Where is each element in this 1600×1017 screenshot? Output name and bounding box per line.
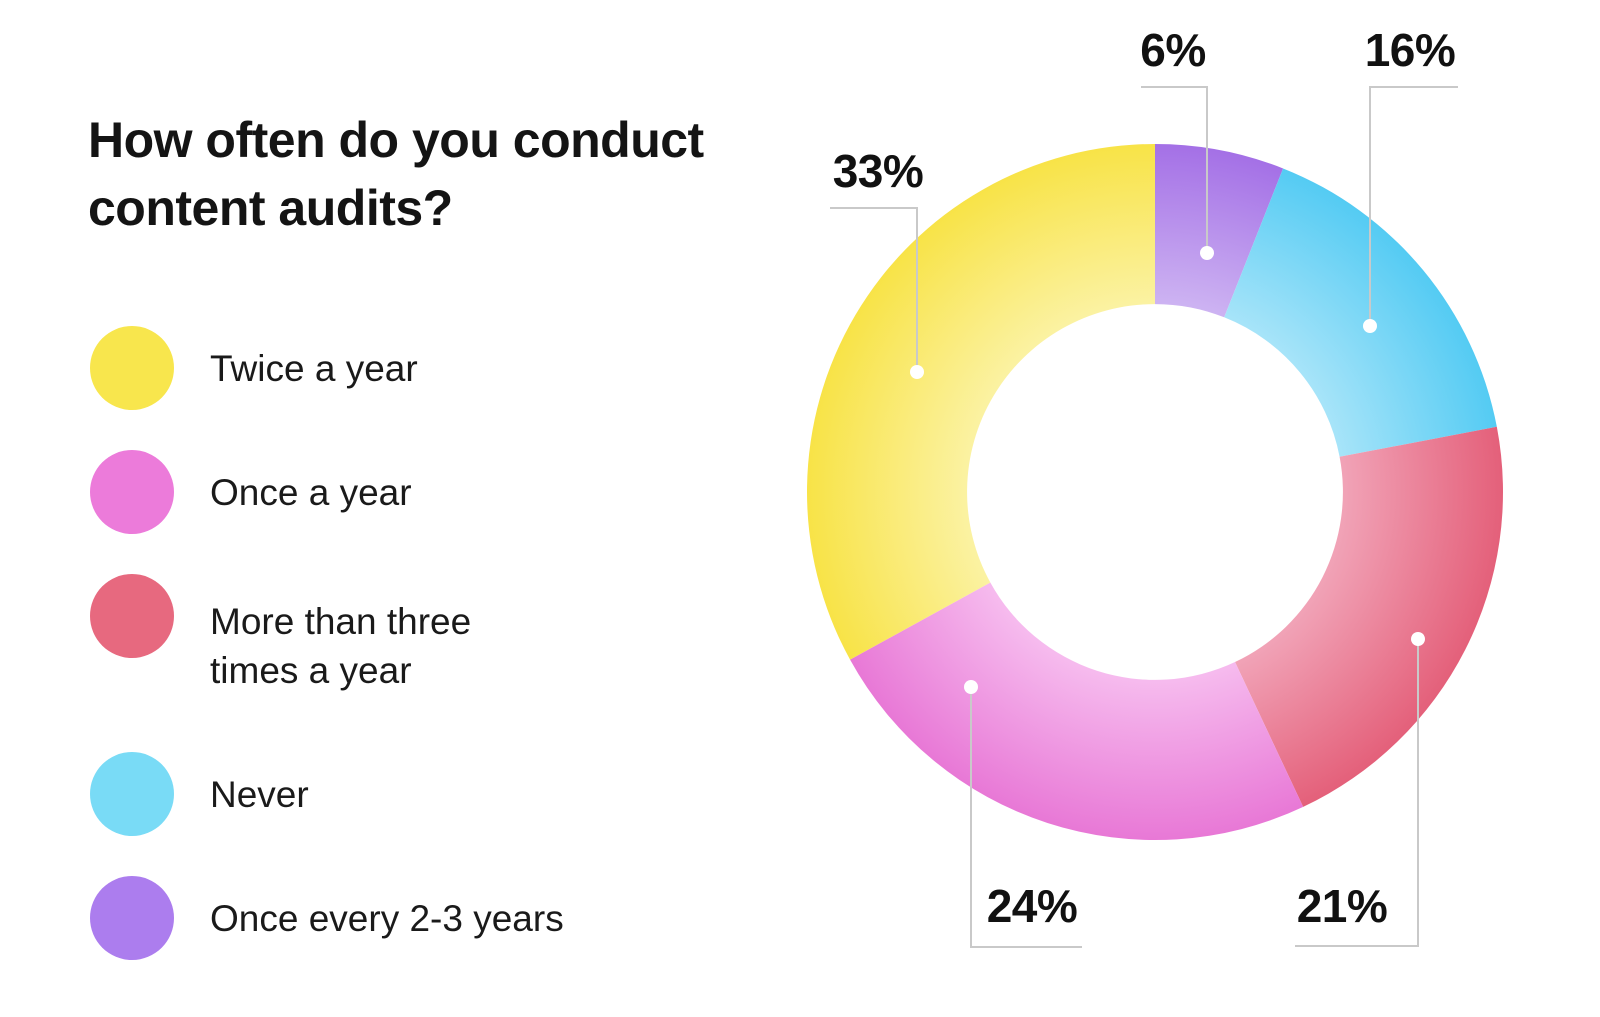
legend-color-dot [90,450,174,534]
legend-color-dot [90,326,174,410]
donut-slice-twice-a-year [807,144,1155,660]
page-title: How often do you conduct content audits? [88,106,808,242]
page-title-line-2: content audits? [88,179,453,236]
legend-color-dot [90,574,174,658]
legend-item-once-every-2-3-years: Once every 2-3 years [90,876,564,960]
legend-color-dot [90,752,174,836]
legend-color-dot [90,876,174,960]
legend-item-label: Once a year [210,471,412,513]
legend-item-label: Never [210,773,309,815]
percent-label-more-than-three-times-a-year: 21% [1296,880,1388,932]
percent-label-once-a-year: 24% [986,880,1078,932]
page-title-line-1: How often do you conduct [88,111,704,168]
donut-slice-never [1224,168,1497,457]
legend: Twice a year Once a year More than three… [90,0,710,1017]
legend-item-never: Never [90,752,309,836]
legend-item-label: Twice a year [210,347,418,389]
leader-dot-more-than-three-times-a-year [1411,632,1425,646]
legend-item-label: More than three times a year [210,601,472,691]
donut-slice-once-a-year [850,582,1304,840]
percent-label-never: 16% [1364,24,1456,76]
legend-item-more-than-three-times-a-year: More than three times a year [90,574,530,695]
leader-line-once-a-year [970,687,1082,948]
legend-item-once-a-year: Once a year [90,450,412,534]
percent-label-twice-a-year: 33% [832,145,924,197]
leader-dot-once-every-2-3-years [1200,246,1214,260]
donut-slice-more-than-three-times-a-year [1235,426,1503,807]
leader-dot-never [1363,319,1377,333]
leader-line-once-every-2-3-years [1141,86,1208,253]
donut-slice-once-every-2-3-years [1155,144,1284,318]
leader-line-twice-a-year [830,207,918,372]
leader-dot-once-a-year [964,680,978,694]
leader-dot-twice-a-year [910,365,924,379]
leader-line-more-than-three-times-a-year [1295,639,1419,947]
percent-label-once-every-2-3-years: 6% [1140,24,1206,76]
legend-item-twice-a-year: Twice a year [90,326,418,410]
legend-item-label: Once every 2-3 years [210,897,564,939]
leader-line-never [1369,86,1458,326]
